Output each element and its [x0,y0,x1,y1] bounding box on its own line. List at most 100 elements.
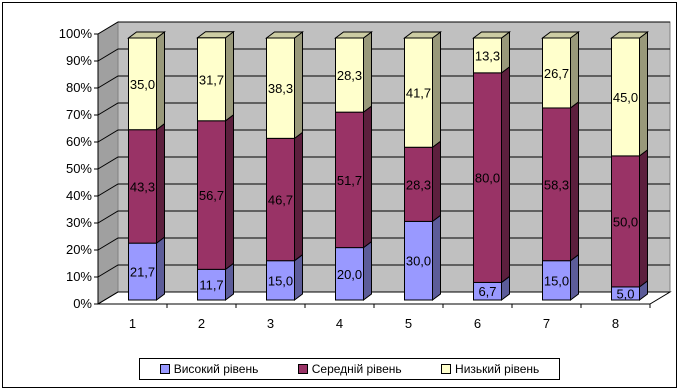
legend-item-high: Високий рівень [159,362,259,376]
bar-segment-side [570,31,579,109]
data-label: 5,0 [616,286,634,301]
y-tick-label: 100% [59,26,93,41]
bar-segment [335,37,364,113]
y-tick-label: 30% [66,215,92,230]
legend-label-high: Високий рівень [173,362,259,376]
data-label: 20,0 [337,267,362,282]
legend-swatch-high [159,364,170,374]
bar-segment-top [403,31,442,39]
bar-segment-top [127,31,166,39]
y-tick-label: 40% [66,188,92,203]
bar-segment-top [195,31,236,39]
bar-segment [266,260,295,301]
bar-segment [335,111,364,249]
bar-segment-side [294,31,303,140]
y-tick-label: 60% [66,134,92,149]
bar-segment-side [294,253,303,301]
bar-segment [611,155,640,288]
bar-segment-side [570,253,579,301]
data-label: 21,7 [130,265,155,280]
bar-segment [542,37,571,109]
data-label: 31,7 [199,72,224,87]
bar-segment [197,268,226,301]
bar-segment [335,247,364,301]
data-label: 26,7 [544,66,569,81]
data-label: 15,0 [544,273,569,288]
bar-segment-top [265,31,304,39]
y-tick-label: 70% [66,107,92,122]
y-tick-label: 0% [73,296,92,311]
bar-segment-side [156,236,165,301]
bar-segment [611,37,640,157]
bar-segment-top [541,31,580,39]
y-tick-label: 20% [66,242,92,257]
bar-segment-side [432,31,441,149]
data-label: 46,7 [268,193,293,208]
data-label: 50,0 [613,214,638,229]
legend-swatch-medium [297,364,308,374]
data-label: 30,0 [406,254,431,269]
bar-segment-side [432,140,441,223]
bar-segment-top [334,31,373,39]
x-tick-label: 2 [198,316,205,331]
data-label: 45,0 [613,90,638,105]
data-label: 80,0 [475,171,500,186]
bar-segment [404,37,433,148]
bar-segment-side [363,240,372,301]
x-tick-label: 3 [267,316,274,331]
legend-swatch-low [441,364,452,374]
data-label: 41,7 [406,86,431,101]
data-label: 6,7 [478,284,496,299]
bar-segment [542,260,571,301]
bar-segment-side [432,214,441,301]
legend-item-medium: Середній рівень [297,362,402,376]
data-label: 13,3 [475,48,500,63]
chart-floor [96,291,672,305]
data-label: 38,3 [268,81,293,96]
data-label: 28,3 [337,68,362,83]
bar-segment-side [639,148,648,288]
y-tick-label: 90% [66,53,92,68]
bar-segment [197,120,226,270]
x-tick-label: 7 [543,316,550,331]
legend-item-low: Низький рівень [441,362,539,376]
bar-segment-side [294,131,303,262]
bar-segment-side [570,100,579,262]
chart-legend: Високий рівень Середній рівень Низький р… [139,358,560,380]
bar-segment-top [610,31,649,39]
y-tick-label: 50% [66,161,92,176]
data-label: 11,7 [199,278,223,293]
bar-segment [266,137,295,262]
bar-segment-side [501,65,510,284]
x-tick-label: 1 [129,316,136,331]
bar-segment-side [225,30,234,122]
bar-segment [128,242,157,301]
bar-segment [473,37,502,74]
x-tick-label: 8 [612,316,619,331]
bar-segment-side [363,31,372,114]
bar-segment-side [363,105,372,249]
bar-segment-side [225,113,234,271]
data-label: 51,7 [337,173,362,188]
bar-segment [266,37,295,139]
bar-segment-side [501,31,510,74]
data-label: 58,3 [544,177,569,192]
legend-label-low: Низький рівень [455,362,540,376]
data-label: 56,7 [199,188,224,203]
bar-segment-side [156,31,165,131]
data-label: 35,0 [130,77,155,92]
data-label: 15,0 [268,273,293,288]
data-label: 28,3 [406,177,431,192]
x-tick-label: 4 [336,316,343,331]
bar-segment-top [472,31,511,39]
y-gridline [97,21,670,35]
legend-label-medium: Середній рівень [311,362,402,376]
x-tick-label: 5 [405,316,412,331]
bar-segment [128,129,157,244]
bar-segment [404,220,433,301]
y-tick-label: 80% [66,80,92,95]
data-label: 43,3 [130,179,155,194]
bar-segment [542,107,571,262]
x-tick-label: 6 [474,316,481,331]
bar-segment-side [156,122,165,245]
